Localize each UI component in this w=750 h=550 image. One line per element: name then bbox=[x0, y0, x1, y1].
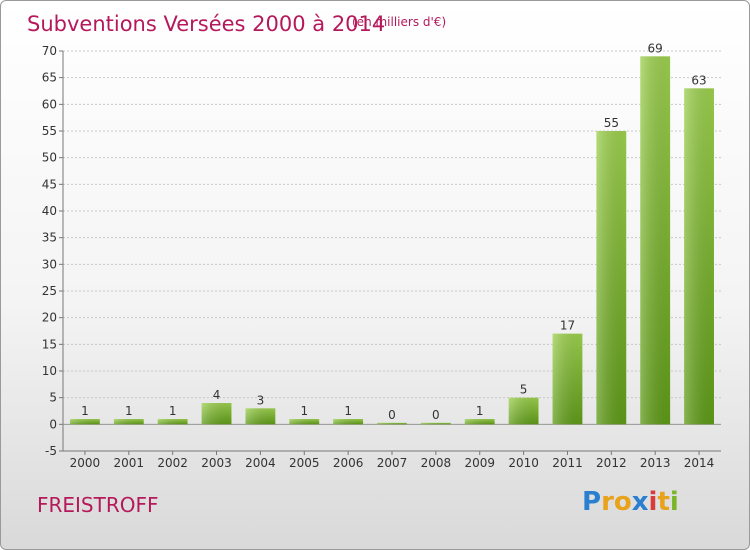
x-tick-label-2001: 2001 bbox=[114, 456, 145, 470]
y-tick-label: 15 bbox=[42, 337, 57, 351]
data-label-2014: 63 bbox=[691, 73, 706, 87]
bar-shade-2013 bbox=[640, 56, 671, 425]
bar-shade-2011 bbox=[552, 333, 583, 425]
bars bbox=[70, 56, 714, 425]
y-tick-label: 35 bbox=[42, 231, 57, 245]
bar-shade-2012 bbox=[596, 131, 627, 425]
logo-letter: r bbox=[601, 487, 614, 517]
y-tick-label: 30 bbox=[42, 257, 57, 271]
x-tick-label-2006: 2006 bbox=[333, 456, 364, 470]
bar-shade-2003 bbox=[201, 403, 232, 425]
data-label-2001: 1 bbox=[125, 404, 133, 418]
x-tick-label-2000: 2000 bbox=[70, 456, 101, 470]
data-label-2011: 17 bbox=[560, 319, 575, 333]
x-tick-label-2010: 2010 bbox=[508, 456, 539, 470]
data-labels: 1 1 1 4 3 1 1 0 0 1 5 17 55 69 63 bbox=[81, 41, 707, 422]
chart-title: Subventions Versées 2000 à 2014 bbox=[27, 12, 385, 36]
y-tick-label: 10 bbox=[42, 364, 57, 378]
bar-shade-2004 bbox=[245, 408, 276, 425]
x-tick-label-2007: 2007 bbox=[377, 456, 408, 470]
y-tick-label: 20 bbox=[42, 311, 57, 325]
x-tick-label-2008: 2008 bbox=[421, 456, 452, 470]
data-label-2003: 4 bbox=[213, 388, 221, 402]
data-label-2012: 55 bbox=[604, 116, 619, 130]
y-tick-label: 60 bbox=[42, 97, 57, 111]
x-tick-label-2013: 2013 bbox=[640, 456, 671, 470]
bar-shade-2008 bbox=[420, 422, 451, 425]
logo-letter: t bbox=[657, 487, 670, 517]
bar-shade-2009 bbox=[464, 419, 495, 425]
logo-letter: P bbox=[582, 487, 602, 517]
chart-subtitle: (en milliers d'€) bbox=[352, 15, 446, 29]
data-label-2007: 0 bbox=[388, 408, 396, 422]
y-tick-label: 40 bbox=[42, 204, 57, 218]
x-tick-label-2014: 2014 bbox=[684, 456, 715, 470]
y-tick-label: 5 bbox=[49, 391, 57, 405]
data-label-2013: 69 bbox=[648, 41, 663, 55]
x-tick-label-2012: 2012 bbox=[596, 456, 627, 470]
x-tick-label-2009: 2009 bbox=[464, 456, 495, 470]
y-tick-label: 45 bbox=[42, 177, 57, 191]
bar-shade-2006 bbox=[333, 419, 364, 425]
y-tick-label: 55 bbox=[42, 124, 57, 138]
data-label-2005: 1 bbox=[300, 404, 308, 418]
data-label-2009: 1 bbox=[476, 404, 484, 418]
logo-letter: x bbox=[631, 487, 649, 517]
data-label-2000: 1 bbox=[81, 404, 89, 418]
bar-shade-2010 bbox=[508, 397, 539, 425]
x-tick-label-2003: 2003 bbox=[201, 456, 232, 470]
data-label-2002: 1 bbox=[169, 404, 177, 418]
data-label-2008: 0 bbox=[432, 408, 440, 422]
y-tick-labels: -5 0 5 10 15 20 25 30 35 40 45 50 55 60 65 70 bbox=[42, 44, 57, 458]
y-tick-label: 0 bbox=[49, 417, 57, 431]
bar-shade-2000 bbox=[70, 419, 100, 425]
bar-shade-2005 bbox=[289, 419, 320, 425]
data-label-2006: 1 bbox=[344, 404, 352, 418]
x-tick-labels: 2000 2001 2002 2003 2004 2005 2006 2007 2008 2009… bbox=[70, 451, 715, 470]
logo-letter: i bbox=[669, 487, 679, 517]
proxiti-logo[interactable]: Proxiti bbox=[582, 487, 679, 517]
y-tick-label: 65 bbox=[42, 71, 57, 85]
data-label-2010: 5 bbox=[520, 383, 528, 397]
bar-shade-2001 bbox=[113, 419, 144, 425]
logo-letter: o bbox=[613, 487, 632, 517]
x-tick-label-2004: 2004 bbox=[245, 456, 276, 470]
bar-shade-2002 bbox=[157, 419, 188, 425]
bar-shade-2014 bbox=[684, 88, 714, 425]
x-tick-label-2005: 2005 bbox=[289, 456, 320, 470]
bar-shade-2007 bbox=[377, 422, 407, 425]
y-tick-label: 50 bbox=[42, 151, 57, 165]
location-label: FREISTROFF bbox=[37, 493, 159, 517]
y-tick-label: 25 bbox=[42, 284, 57, 298]
x-tick-label-2002: 2002 bbox=[157, 456, 188, 470]
x-tick-label-2011: 2011 bbox=[552, 456, 583, 470]
logo-letter: i bbox=[648, 487, 658, 517]
y-tick-label: -5 bbox=[45, 444, 57, 458]
data-label-2004: 3 bbox=[257, 393, 265, 407]
y-tick-label: 70 bbox=[42, 44, 57, 58]
